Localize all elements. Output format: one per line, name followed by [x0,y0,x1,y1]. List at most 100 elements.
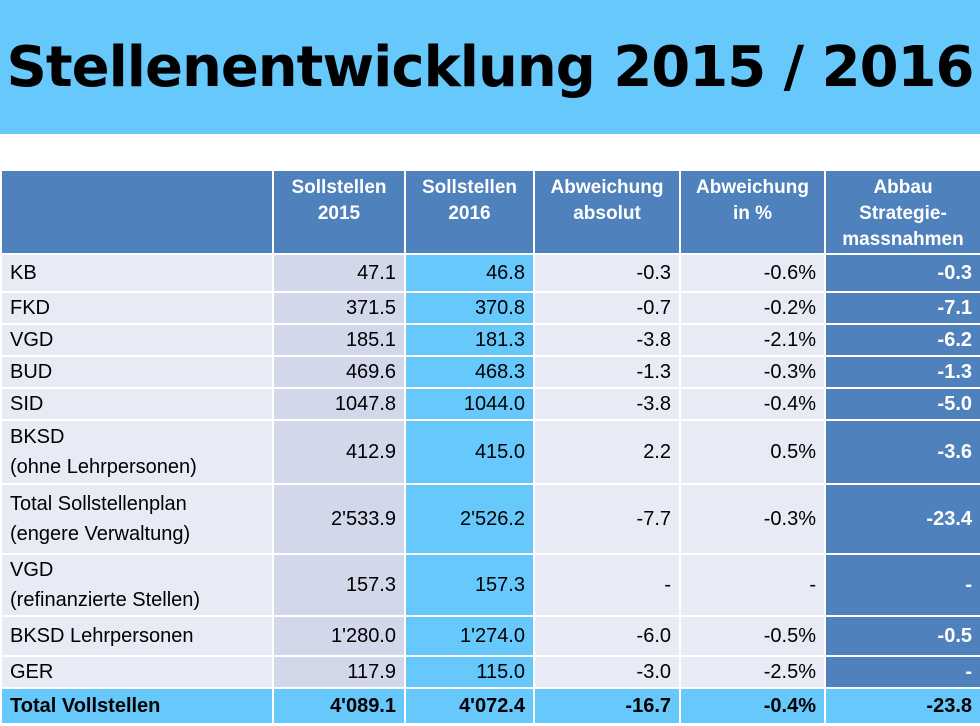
row-label-main: KB [10,262,37,284]
cell-abbau-strategiemassnahmen: -5.0 [824,387,980,421]
cell-sollstellen-2016: 115.0 [404,655,535,689]
row-label: VGD (refinanzierte Stellen) [0,553,274,617]
total-abbau-strategiemassnahmen: -23.8 [824,687,980,725]
table-row: BKSD Lehrpersonen 1'280.0 1'274.0 -6.0 -0.5%… [0,615,980,657]
cell-abbau-strategiemassnahmen: -6.2 [824,323,980,357]
row-label: VGD [0,323,274,357]
cell-abweichung-absolut: -6.0 [533,615,681,657]
cell-abweichung-prozent: -0.5% [679,615,826,657]
cell-sollstellen-2016: 415.0 [404,419,535,485]
cell-abweichung-prozent: -0.6% [679,253,826,293]
row-label-main: VGD [10,559,54,581]
row-label-main: BKSD Lehrpersonen [10,625,194,647]
header-corner [0,169,274,255]
row-label: BKSD Lehrpersonen [0,615,274,657]
cell-abbau-strategiemassnahmen: - [824,553,980,617]
cell-sollstellen-2015: 185.1 [272,323,406,357]
cell-sollstellen-2015: 1'280.0 [272,615,406,657]
header-row: Sollstellen 2015 Sollstellen 2016 Abweic… [0,169,980,255]
row-label-main: FKD [10,297,50,319]
table-row: Total Sollstellenplan (engere Verwaltung)… [0,483,980,555]
cell-sollstellen-2016: 468.3 [404,355,535,389]
total-abweichung-prozent: -0.4% [679,687,826,725]
cell-abbau-strategiemassnahmen: - [824,655,980,689]
row-label-main: SID [10,393,44,415]
cell-abweichung-prozent: -0.3% [679,483,826,555]
row-label: BUD [0,355,274,389]
cell-sollstellen-2016: 181.3 [404,323,535,357]
cell-abbau-strategiemassnahmen: -23.4 [824,483,980,555]
row-label: FKD [0,291,274,325]
row-label-sub: (refinanzierte Stellen) [10,589,201,611]
total-sollstellen-2015: 4'089.1 [272,687,406,725]
row-label: GER [0,655,274,689]
cell-sollstellen-2015: 117.9 [272,655,406,689]
table-row: VGD (refinanzierte Stellen) 157.3 157.3- - - [0,553,980,617]
cell-sollstellen-2016: 370.8 [404,291,535,325]
cell-abbau-strategiemassnahmen: -7.1 [824,291,980,325]
cell-abweichung-absolut: 2.2 [533,419,681,485]
total-abweichung-absolut: -16.7 [533,687,681,725]
row-label-sub: (ohne Lehrpersonen) [10,456,197,478]
header-abbau-strategiemassnahmen: Abbau Strategie-massnahmen [824,169,980,255]
header-abweichung-absolut: Abweichung absolut [533,169,681,255]
cell-sollstellen-2016: 1'274.0 [404,615,535,657]
cell-abweichung-absolut: -1.3 [533,355,681,389]
cell-abweichung-absolut: -0.3 [533,253,681,293]
total-label: Total Vollstellen [0,687,274,725]
cell-sollstellen-2016: 1044.0 [404,387,535,421]
cell-abweichung-prozent: 0.5% [679,419,826,485]
table-row: BUD 469.6 468.3 -1.3 -0.3% -1.3 [0,355,980,389]
staffing-table: Sollstellen 2015 Sollstellen 2016 Abweic… [0,169,980,725]
total-row: Total Vollstellen 4'089.1 4'072.4 -16.7 -0.4… [0,687,980,725]
row-label: KB [0,253,274,293]
row-label-main: GER [10,661,54,683]
cell-abweichung-absolut: -3.0 [533,655,681,689]
page-title: Stellenentwicklung 2015 / 2016 [6,35,975,100]
cell-abweichung-prozent: -0.3% [679,355,826,389]
row-label-main: Total Sollstellenplan [10,493,187,515]
cell-sollstellen-2015: 469.6 [272,355,406,389]
header-sollstellen-2015: Sollstellen 2015 [272,169,406,255]
cell-sollstellen-2015: 157.3 [272,553,406,617]
cell-abweichung-prozent: -0.2% [679,291,826,325]
cell-abweichung-prozent: -0.4% [679,387,826,421]
header-sollstellen-2016: Sollstellen 2016 [404,169,535,255]
table-row: GER 117.9 115.0 -3.0 -2.5% - [0,655,980,689]
cell-sollstellen-2015: 47.1 [272,253,406,293]
cell-sollstellen-2015: 2'533.9 [272,483,406,555]
row-label: BKSD (ohne Lehrpersonen) [0,419,274,485]
row-label-main: BUD [10,361,53,383]
cell-abweichung-prozent: -2.5% [679,655,826,689]
table-row: BKSD (ohne Lehrpersonen) 412.9 415.0 2.2 0.5%… [0,419,980,485]
table-row: SID 1047.8 1044.0 -3.8 -0.4% -5.0 [0,387,980,421]
cell-abbau-strategiemassnahmen: -0.3 [824,253,980,293]
cell-abbau-strategiemassnahmen: -3.6 [824,419,980,485]
cell-abweichung-absolut: -0.7 [533,291,681,325]
cell-abweichung-absolut: -3.8 [533,387,681,421]
row-label-main: BKSD [10,426,65,448]
total-sollstellen-2016: 4'072.4 [404,687,535,725]
table-row: VGD 185.1 181.3 -3.8 -2.1% -6.2 [0,323,980,357]
cell-abbau-strategiemassnahmen: -0.5 [824,615,980,657]
cell-sollstellen-2015: 412.9 [272,419,406,485]
row-label: SID [0,387,274,421]
cell-abbau-strategiemassnahmen: -1.3 [824,355,980,389]
table-row: FKD 371.5 370.8 -0.7 -0.2% -7.1 [0,291,980,325]
table-row: KB 47.1 46.8 -0.3 -0.6% -0.3 [0,253,980,293]
cell-sollstellen-2016: 46.8 [404,253,535,293]
cell-abweichung-absolut: -7.7 [533,483,681,555]
cell-sollstellen-2015: 371.5 [272,291,406,325]
cell-abweichung-prozent: - [679,553,826,617]
cell-sollstellen-2015: 1047.8 [272,387,406,421]
row-label: Total Sollstellenplan (engere Verwaltung) [0,483,274,555]
header-abweichung-prozent: Abweichung in % [679,169,826,255]
row-label-main: VGD [10,329,54,351]
cell-abweichung-prozent: -2.1% [679,323,826,357]
cell-sollstellen-2016: 2'526.2 [404,483,535,555]
title-banner: Stellenentwicklung 2015 / 2016 [0,0,980,134]
row-label-sub: (engere Verwaltung) [10,523,191,545]
cell-abweichung-absolut: - [533,553,681,617]
cell-abweichung-absolut: -3.8 [533,323,681,357]
cell-sollstellen-2016: 157.3 [404,553,535,617]
